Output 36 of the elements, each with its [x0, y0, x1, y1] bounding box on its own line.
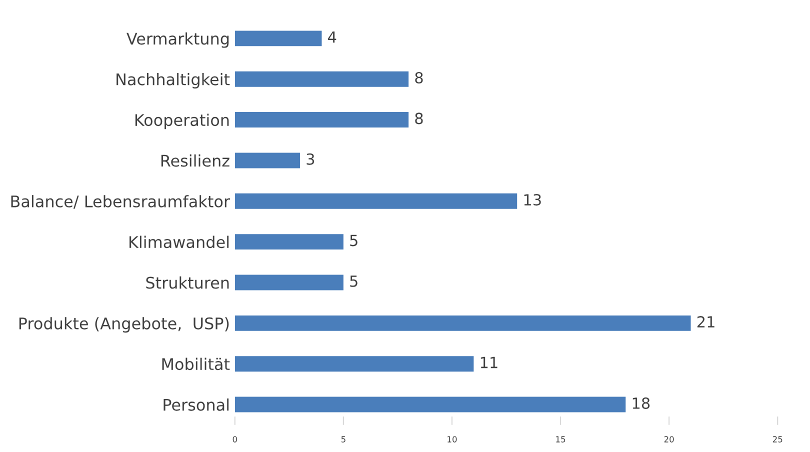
data-label: 21: [697, 316, 714, 328]
bar: [234, 315, 691, 331]
bar: [234, 234, 344, 250]
data-label: 4: [328, 31, 336, 43]
x-tick-label: 5: [341, 436, 346, 442]
bar: [234, 71, 409, 87]
data-label: 8: [415, 112, 423, 124]
data-label: 3: [306, 153, 314, 165]
x-tick-label: 25: [772, 436, 782, 442]
bar: [234, 152, 300, 168]
y-tick-label: Balance/ Lebensraumfaktor: [11, 195, 230, 209]
bar: [234, 112, 409, 128]
bar: [234, 193, 518, 209]
bar: [234, 274, 344, 290]
x-tick-label: 20: [664, 436, 674, 442]
data-label: 5: [350, 276, 358, 287]
y-tick-label: Produkte (Angebote, USP): [19, 317, 229, 333]
bar: [234, 356, 474, 372]
y-tick-label: Personal: [164, 398, 229, 411]
y-tick-label: Klimawandel: [130, 236, 229, 248]
y-tick-label: Mobilität: [162, 358, 230, 370]
data-label: 5: [350, 234, 358, 246]
data-label: 13: [524, 194, 541, 206]
x-tick-label: 0: [232, 436, 237, 442]
y-tick-label: Nachhaltigkeit: [116, 73, 230, 88]
data-label: 8: [415, 72, 423, 84]
data-label: 11: [480, 356, 498, 368]
data-label: 18: [632, 397, 650, 409]
y-tick-label: Resilienz: [161, 154, 230, 167]
x-tick-label: 15: [556, 436, 566, 442]
bar: [234, 396, 626, 412]
y-tick-label: Kooperation: [135, 114, 229, 130]
bar: [234, 30, 322, 46]
y-tick-label: Strukturen: [146, 276, 229, 289]
y-tick-label: Vermarktung: [126, 32, 229, 48]
x-tick-label: 10: [448, 436, 457, 442]
